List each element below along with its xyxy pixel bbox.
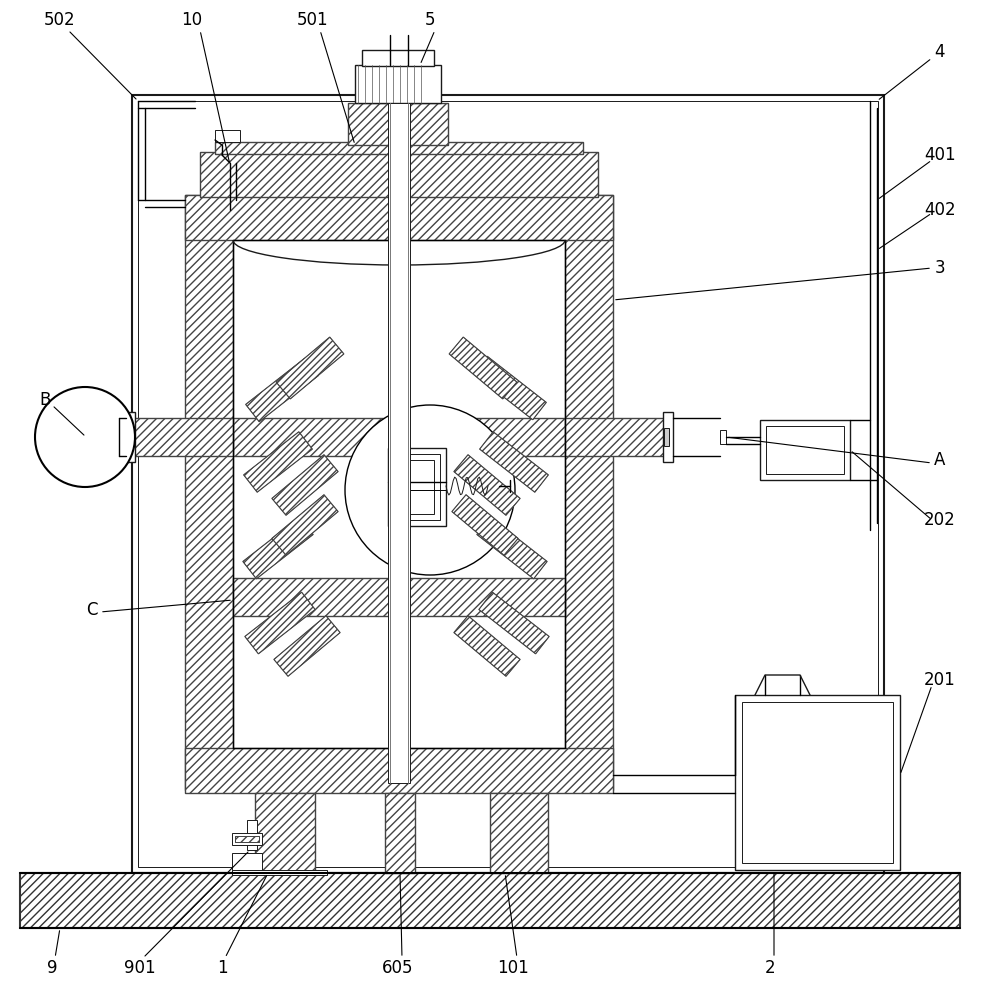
Bar: [185, 195, 233, 790]
Text: A: A: [934, 451, 946, 469]
Bar: [362, 50, 434, 66]
Text: C: C: [86, 601, 98, 619]
Text: 401: 401: [924, 146, 955, 164]
Bar: [664, 428, 669, 446]
Bar: [348, 103, 448, 145]
Bar: [235, 836, 259, 842]
Text: 605: 605: [382, 959, 413, 977]
Bar: [232, 870, 327, 875]
Bar: [565, 195, 613, 790]
Polygon shape: [479, 432, 548, 492]
Bar: [138, 101, 878, 867]
Polygon shape: [244, 432, 312, 492]
Text: 9: 9: [47, 959, 57, 977]
Polygon shape: [272, 455, 338, 515]
Bar: [565, 195, 613, 790]
Bar: [133, 418, 233, 456]
Bar: [385, 793, 415, 873]
Polygon shape: [243, 517, 313, 579]
Text: 1: 1: [217, 959, 227, 977]
Bar: [760, 420, 850, 480]
Bar: [215, 142, 583, 154]
Polygon shape: [477, 517, 547, 579]
Polygon shape: [276, 337, 344, 399]
Bar: [233, 578, 565, 616]
Polygon shape: [473, 356, 546, 420]
Bar: [388, 103, 410, 783]
Bar: [185, 748, 613, 793]
Text: 5: 5: [425, 11, 435, 29]
Bar: [185, 195, 613, 240]
Text: 901: 901: [124, 959, 156, 977]
Polygon shape: [454, 616, 520, 676]
Bar: [133, 418, 233, 456]
Text: 502: 502: [44, 11, 76, 29]
Text: 10: 10: [182, 11, 202, 29]
Polygon shape: [454, 455, 520, 515]
Text: 402: 402: [924, 201, 955, 219]
Bar: [565, 418, 665, 456]
Polygon shape: [245, 592, 315, 654]
Text: 101: 101: [497, 959, 529, 977]
Bar: [388, 448, 446, 526]
Circle shape: [35, 387, 135, 487]
Bar: [385, 793, 415, 873]
Polygon shape: [449, 337, 517, 399]
Bar: [247, 820, 257, 850]
Circle shape: [485, 479, 499, 493]
Bar: [742, 702, 893, 863]
Bar: [125, 430, 131, 444]
Polygon shape: [274, 616, 340, 676]
Bar: [490, 793, 548, 873]
Text: B: B: [39, 391, 51, 409]
Bar: [735, 695, 900, 870]
Circle shape: [345, 405, 515, 575]
Bar: [20, 873, 960, 928]
Text: 501: 501: [298, 11, 329, 29]
Bar: [185, 195, 233, 790]
Bar: [215, 142, 583, 154]
Bar: [20, 873, 960, 928]
Bar: [394, 454, 440, 520]
Bar: [126, 412, 135, 462]
Bar: [232, 833, 262, 845]
Text: 2: 2: [765, 959, 776, 977]
Polygon shape: [452, 495, 518, 555]
Bar: [355, 65, 441, 103]
Bar: [235, 836, 259, 842]
Bar: [233, 418, 565, 456]
Bar: [400, 460, 434, 514]
Bar: [233, 418, 565, 456]
Bar: [766, 426, 844, 474]
Text: 4: 4: [935, 43, 946, 61]
Polygon shape: [272, 495, 338, 555]
Text: 3: 3: [935, 259, 946, 277]
Bar: [490, 793, 548, 873]
Bar: [232, 853, 262, 871]
Bar: [185, 748, 613, 793]
Bar: [200, 152, 598, 197]
Text: 202: 202: [924, 511, 955, 529]
Bar: [233, 578, 565, 616]
Bar: [720, 430, 726, 444]
Polygon shape: [479, 592, 549, 654]
Bar: [255, 793, 315, 873]
Bar: [215, 130, 240, 142]
Bar: [348, 103, 448, 145]
Bar: [132, 95, 884, 873]
Text: 201: 201: [924, 671, 955, 689]
Bar: [255, 793, 315, 873]
Bar: [185, 195, 613, 240]
Bar: [128, 428, 133, 446]
Bar: [663, 412, 673, 462]
Bar: [565, 418, 665, 456]
Bar: [200, 152, 598, 197]
Polygon shape: [246, 358, 318, 422]
